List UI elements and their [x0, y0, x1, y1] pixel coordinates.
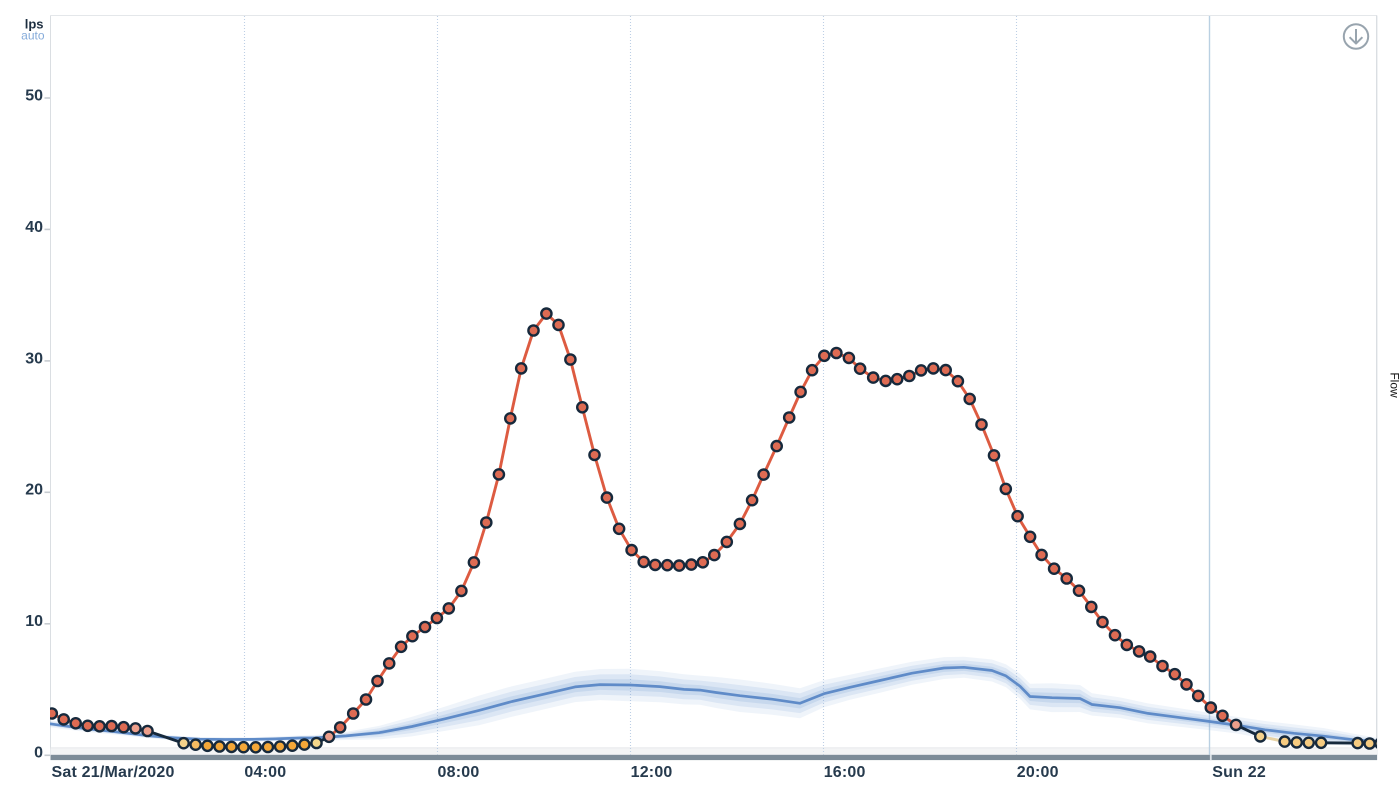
svg-text:auto: auto: [21, 29, 45, 43]
svg-text:04:00: 04:00: [244, 764, 286, 781]
svg-text:Flow: Flow: [1388, 372, 1400, 398]
svg-text:Sun 22: Sun 22: [1212, 764, 1266, 781]
svg-text:10: 10: [25, 613, 43, 630]
svg-text:40: 40: [25, 219, 43, 236]
svg-text:08:00: 08:00: [438, 764, 480, 781]
svg-text:0: 0: [34, 745, 43, 762]
svg-text:12:00: 12:00: [631, 764, 673, 781]
svg-text:20: 20: [25, 482, 43, 499]
svg-text:50: 50: [25, 87, 43, 104]
svg-text:Sat 21/Mar/2020: Sat 21/Mar/2020: [52, 764, 175, 781]
svg-text:20:00: 20:00: [1017, 764, 1059, 781]
svg-text:30: 30: [25, 350, 43, 367]
svg-text:16:00: 16:00: [824, 764, 866, 781]
